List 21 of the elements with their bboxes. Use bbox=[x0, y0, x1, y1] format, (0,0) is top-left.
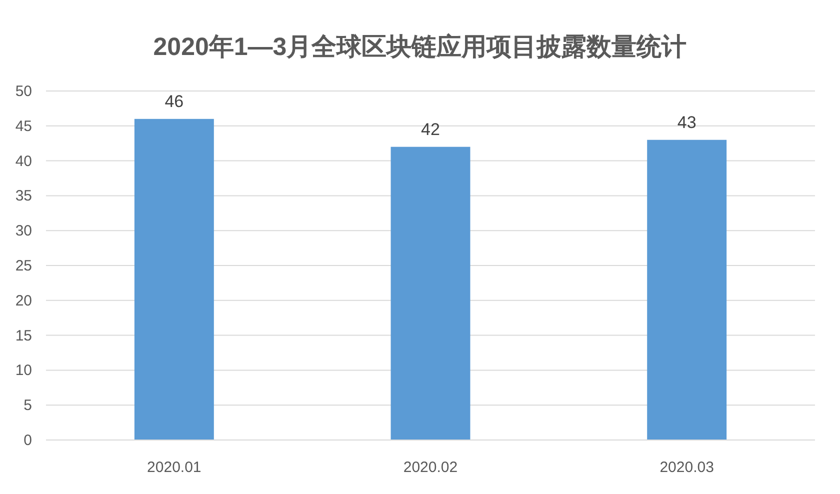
x-tick-label: 2020.01 bbox=[147, 459, 202, 476]
y-tick-label: 5 bbox=[24, 397, 32, 414]
x-tick-label: 2020.03 bbox=[660, 459, 714, 476]
bar bbox=[390, 146, 470, 440]
bar bbox=[647, 140, 727, 440]
y-tick-label: 50 bbox=[15, 83, 32, 100]
y-tick-label: 0 bbox=[24, 432, 32, 449]
y-tick-label: 45 bbox=[15, 118, 32, 135]
y-tick-label: 40 bbox=[15, 152, 32, 170]
y-tick-label: 10 bbox=[15, 362, 32, 380]
y-tick-label: 35 bbox=[15, 188, 32, 205]
data-label: 46 bbox=[164, 92, 184, 111]
y-tick-label: 30 bbox=[15, 222, 32, 240]
y-tick-label: 15 bbox=[15, 327, 32, 344]
y-tick-label: 20 bbox=[15, 292, 32, 310]
chart-title: 2020年1—3月全球区块链应用项目披露数量统计 bbox=[153, 33, 687, 61]
data-label: 43 bbox=[677, 112, 696, 132]
bar bbox=[134, 118, 214, 440]
x-tick-label: 2020.02 bbox=[403, 459, 458, 476]
data-label: 42 bbox=[421, 120, 440, 139]
y-tick-label: 25 bbox=[15, 258, 32, 274]
